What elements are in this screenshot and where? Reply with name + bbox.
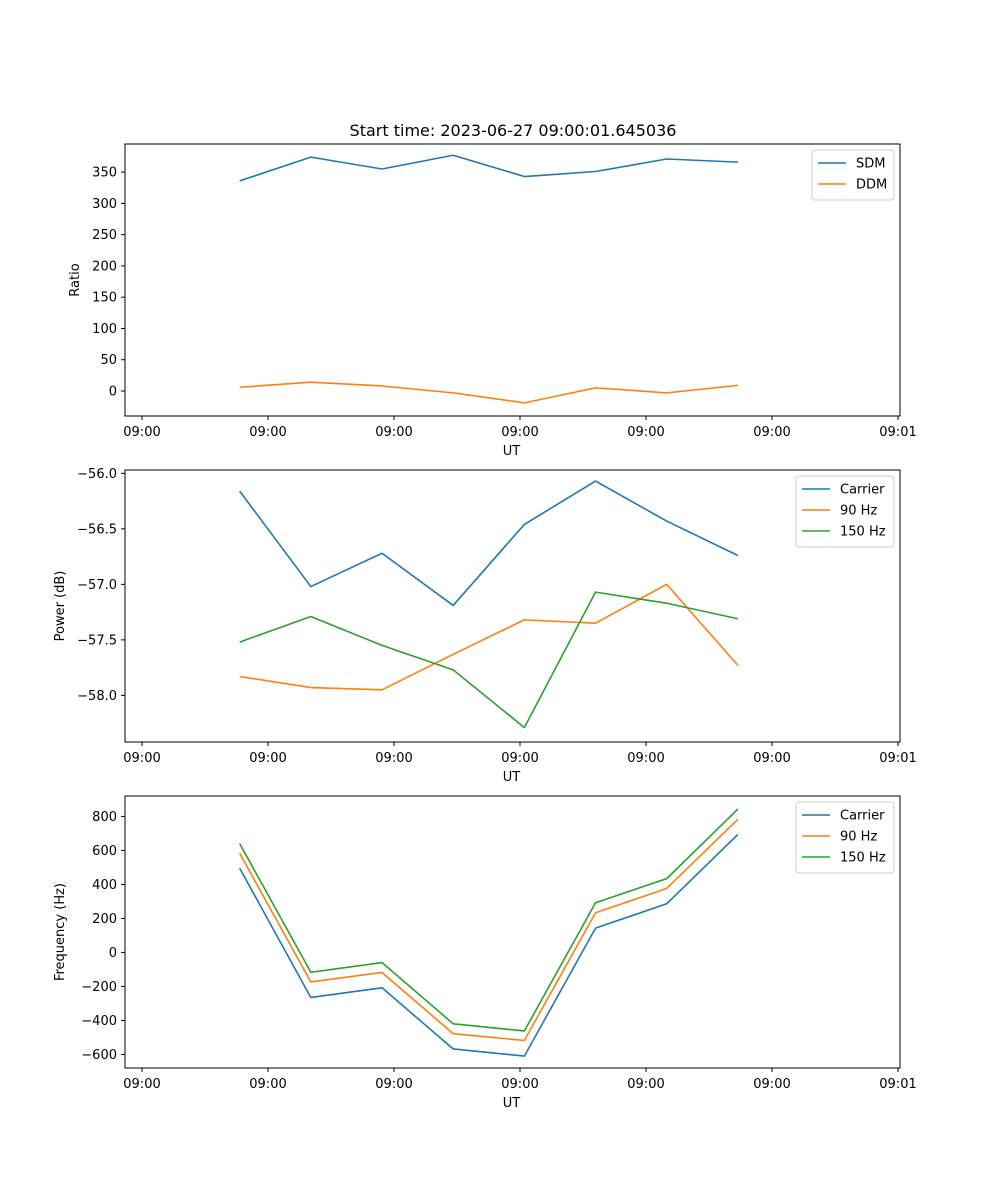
x-tick-label: 09:00	[753, 751, 790, 766]
axes-frame	[124, 795, 901, 1069]
y-tick-label: 350	[92, 166, 117, 181]
y-tick-label: 400	[92, 878, 117, 893]
legend-entry: Carrier	[840, 483, 885, 498]
legend-entry: Carrier	[840, 809, 885, 824]
series-line-sdm	[239, 154, 738, 182]
y-tick-label: 300	[92, 197, 117, 212]
y-tick-label: −200	[81, 980, 117, 995]
y-tick-label: 0	[109, 384, 117, 399]
x-tick-label: 09:00	[753, 425, 790, 440]
legend	[795, 801, 895, 874]
legend-entry: 90 Hz	[840, 830, 877, 845]
axes-frame	[124, 143, 901, 417]
series-line-90-hz	[239, 583, 739, 691]
legend-entry: 90 Hz	[840, 504, 877, 519]
y-tick-label: −56.0	[77, 467, 117, 482]
series-line-carrier	[239, 480, 739, 607]
x-axis-label: UT	[503, 444, 521, 459]
chart-panels: 0 50 100 150 200 250 300 350 09:00 09:00 09:00 09:0…	[53, 143, 917, 1111]
x-tick-label: 09:00	[501, 1077, 538, 1092]
legend-entry: SDM	[856, 157, 885, 172]
y-tick-label: −600	[81, 1048, 117, 1063]
y-tick-label: 100	[92, 322, 117, 337]
x-tick-label: 09:01	[879, 425, 916, 440]
series-line-carrier	[238, 833, 739, 1057]
x-tick-label: 09:00	[123, 751, 160, 766]
series-line-90-hz	[238, 818, 739, 1042]
series-line-ddm	[239, 381, 738, 404]
figure-title: Start time: 2023-06-27 09:00:01.645036	[350, 121, 677, 140]
x-axis-label: UT	[503, 770, 521, 785]
x-tick-label: 09:00	[753, 1077, 790, 1092]
legend-entry: 150 Hz	[840, 851, 886, 866]
x-tick-label: 09:01	[879, 1077, 916, 1092]
y-tick-label: −58.0	[77, 689, 117, 704]
x-tick-label: 09:00	[627, 1077, 664, 1092]
x-tick-label: 09:01	[879, 751, 916, 766]
y-tick-label: −57.5	[77, 633, 117, 648]
x-tick-label: 09:00	[501, 751, 538, 766]
y-tick-label: −57.0	[77, 578, 117, 593]
y-tick-label: 200	[92, 259, 117, 274]
series-line-150-hz	[239, 591, 739, 729]
y-axis-label: Frequency (Hz)	[53, 883, 68, 981]
y-tick-label: 0	[109, 946, 117, 961]
x-tick-label: 09:00	[249, 425, 286, 440]
chart-panel-2: −58.0 −57.5 −57.0 −56.5 −56.0 09:00 09:00 09:00…	[53, 467, 917, 785]
y-tick-label: −400	[81, 1014, 117, 1029]
y-tick-label: 150	[92, 291, 117, 306]
chart-panel-3: −600 −400 −200 0 200 400 600 800 09:00 09:00 09:00…	[53, 795, 917, 1111]
x-tick-label: 09:00	[375, 425, 412, 440]
y-tick-label: −56.5	[77, 522, 117, 537]
y-tick-label: 50	[100, 353, 117, 368]
x-tick-label: 09:00	[123, 425, 160, 440]
y-axis-label: Power (dB)	[53, 571, 68, 642]
series-line-150-hz	[238, 808, 739, 1032]
y-axis-label: Ratio	[68, 263, 83, 296]
chart-panel-1: 0 50 100 150 200 250 300 350 09:00 09:00 09:00 09:0…	[68, 143, 917, 459]
x-axis-label: UT	[503, 1096, 521, 1111]
legend-entry: 150 Hz	[840, 525, 886, 540]
axes-frame	[124, 469, 901, 743]
y-tick-label: 800	[92, 810, 117, 825]
x-tick-label: 09:00	[375, 751, 412, 766]
x-tick-label: 09:00	[123, 1077, 160, 1092]
x-tick-label: 09:00	[249, 751, 286, 766]
x-tick-label: 09:00	[627, 751, 664, 766]
x-tick-label: 09:00	[249, 1077, 286, 1092]
x-tick-label: 09:00	[375, 1077, 412, 1092]
y-tick-label: 200	[92, 912, 117, 927]
x-tick-label: 09:00	[627, 425, 664, 440]
y-tick-label: 250	[92, 228, 117, 243]
y-tick-label: 600	[92, 844, 117, 859]
legend	[795, 475, 895, 548]
x-tick-label: 09:00	[501, 425, 538, 440]
legend-entry: DDM	[856, 178, 887, 193]
